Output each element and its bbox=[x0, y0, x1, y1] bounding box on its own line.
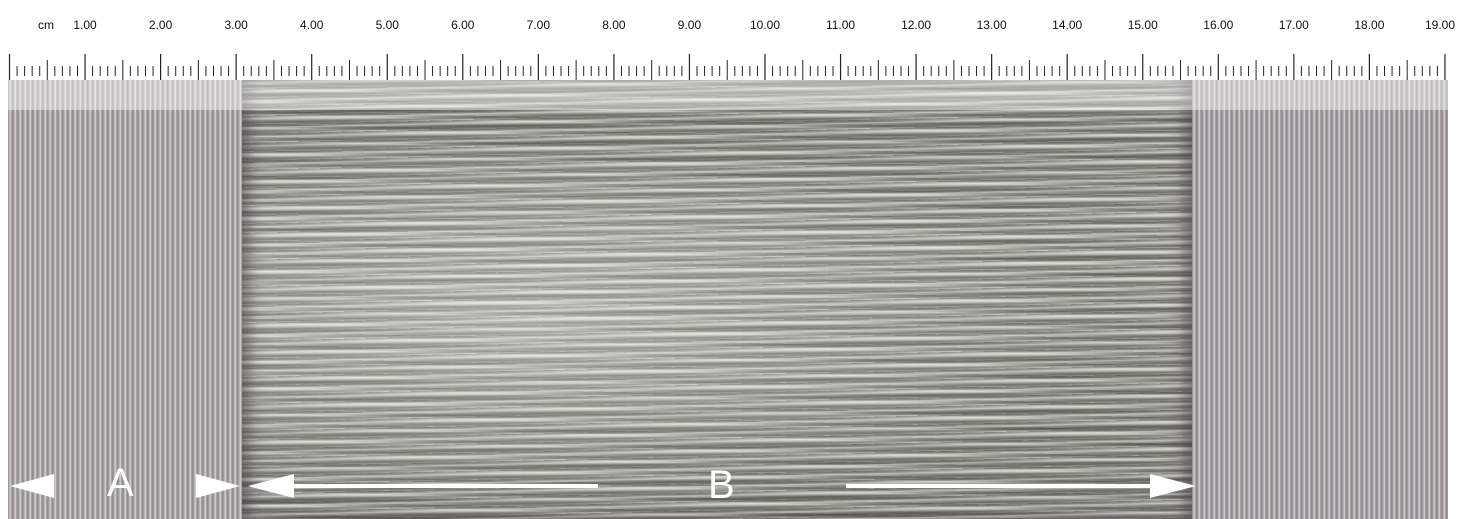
ruler-tick-label: 12.00 bbox=[901, 18, 931, 32]
zone-b-fibrous-fabric bbox=[242, 80, 1192, 519]
ruler-overlay-band bbox=[8, 80, 1448, 110]
zone-a-label: A bbox=[107, 461, 134, 505]
ruler-tick-label: 16.00 bbox=[1203, 18, 1233, 32]
zone-b-label: B bbox=[708, 463, 735, 507]
ruler-tick-label: 4.00 bbox=[300, 18, 324, 32]
ruler-tick-label: 9.00 bbox=[678, 18, 702, 32]
ruler-tick-label: 6.00 bbox=[451, 18, 475, 32]
ruler-tick-labels: 1.00 2.00 3.00 4.00 5.00 6.00 7.00 8.00 9.00 10.0… bbox=[73, 18, 1455, 32]
fabric-specimen-photo bbox=[8, 80, 1448, 519]
ruler-tick-label: 5.00 bbox=[376, 18, 400, 32]
zone-c-ribbed-fabric bbox=[1192, 80, 1448, 519]
ruler-tick-label: 2.00 bbox=[149, 18, 173, 32]
ruler-tick-label: 8.00 bbox=[602, 18, 626, 32]
ruler-unit-label: cm bbox=[38, 18, 54, 32]
ruler-tick-label: 3.00 bbox=[224, 18, 248, 32]
ruler-tick-label: 1.00 bbox=[73, 18, 97, 32]
ruler-tick-label: 14.00 bbox=[1052, 18, 1082, 32]
ruler-tick-label: 19.00 bbox=[1425, 18, 1455, 32]
ruler-tick-label: 18.00 bbox=[1354, 18, 1384, 32]
ruler-tick-label: 10.00 bbox=[750, 18, 780, 32]
ruler-tick-label: 11.00 bbox=[826, 18, 855, 32]
ruler-tick-label: 7.00 bbox=[527, 18, 551, 32]
zone-a-ribbed-fabric bbox=[8, 80, 242, 519]
ruler-tick-label: 17.00 bbox=[1279, 18, 1309, 32]
ruler-tick-label: 13.00 bbox=[977, 18, 1007, 32]
ruler-tick-label: 15.00 bbox=[1128, 18, 1158, 32]
